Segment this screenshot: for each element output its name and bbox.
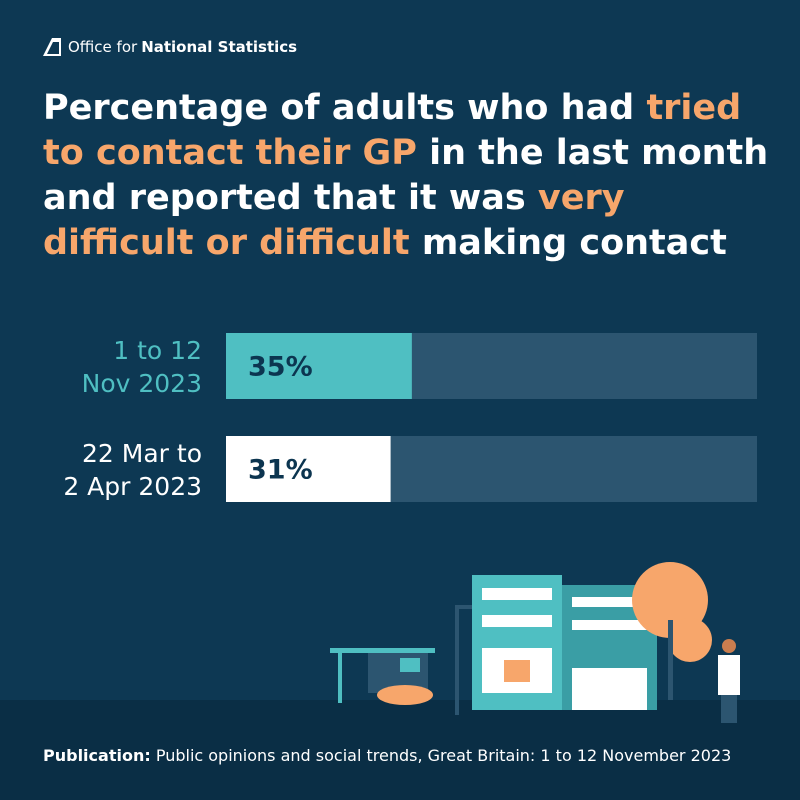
bar <box>226 333 412 399</box>
logo-text: National Statistics <box>141 38 298 56</box>
value-label: 31% <box>248 455 313 486</box>
title-part: Percentage of adults who had <box>43 88 647 128</box>
title-part: making contact <box>409 223 727 263</box>
logo-icon <box>43 38 61 56</box>
illustration <box>330 562 740 723</box>
logo: Office for National Statistics <box>42 37 297 57</box>
footer: Publication: Public opinions and social … <box>43 746 731 765</box>
chart-title: Percentage of adults who had tried to co… <box>43 86 773 266</box>
category-label: 22 Mar to 2 Apr 2023 <box>63 439 202 501</box>
footer-label: Publication: <box>43 746 151 765</box>
ground <box>0 700 800 800</box>
title-part: tried to contact their GP <box>43 88 742 173</box>
title-part: in the last month and reported that it w… <box>43 133 769 218</box>
footer-text: Public opinions and social trends, Great… <box>155 746 732 765</box>
category-label: 1 to 12 Nov 2023 <box>81 336 202 398</box>
logo-text: Office for <box>68 38 138 56</box>
value-label: 35% <box>248 352 313 383</box>
bar <box>226 436 391 502</box>
title-part: very difficult or difficult <box>43 178 625 263</box>
